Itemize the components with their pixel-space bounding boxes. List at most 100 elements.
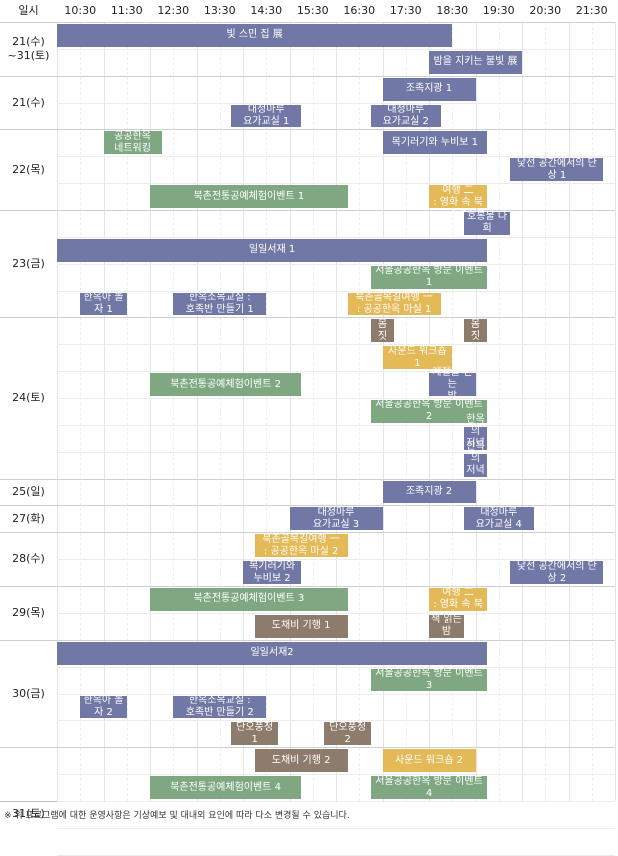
time-header: 11:30 [110, 4, 143, 17]
day-label: 27(화) [12, 511, 45, 525]
event-block[interactable]: 호롱불 다회 [463, 211, 511, 235]
row-divider [57, 102, 615, 104]
event-block[interactable]: 단오풍정 1 [231, 722, 278, 746]
event-label: 서울공공한옥 방문 이벤트 1 [375, 265, 483, 289]
event-block[interactable]: 조족지광 1 [382, 77, 476, 101]
event-label: 북촌골목길여행 一: 공공한옥 마실 2 [262, 533, 340, 557]
event-block[interactable]: 한옥아 놀자 2 [80, 695, 127, 719]
time-header: 10:30 [64, 4, 97, 17]
event-block[interactable]: 책 읽는 밤 [429, 614, 464, 638]
event-label: 도채비 기행 1 [271, 620, 331, 632]
event-block[interactable]: 대청마루 요가교실 3 [289, 506, 383, 531]
event-label: 조족지광 1 [405, 83, 453, 95]
event-block[interactable]: 서울공공한옥 방문 이벤트 2 [370, 399, 488, 423]
grid-halfcolumn-line [80, 22, 82, 801]
event-block[interactable]: 빛 스민 집 展 [57, 24, 453, 47]
row-divider [57, 800, 615, 802]
event-label: 서울공공한옥 방문 이벤트 3 [375, 668, 483, 692]
event-block[interactable]: 서울공공한옥 방문 이벤트 1 [370, 265, 488, 289]
event-block[interactable]: 북촌골목길여행 一: 공공한옥 마실 2 [254, 533, 348, 558]
event-label: 한옥소목교실 : 호족반 만들기 1 [185, 292, 254, 316]
grid-halfcolumn-line [359, 22, 361, 801]
row-divider [57, 344, 615, 346]
day-divider [0, 210, 615, 212]
event-block[interactable]: 목기러기와 누비보 1 [382, 131, 488, 155]
event-block[interactable]: 밤을 지키는 불빛 展 [429, 50, 522, 74]
event-block[interactable]: 한옥아 놀자 1 [80, 292, 127, 316]
event-block[interactable]: 대청마루 요가교실 1 [231, 104, 302, 128]
day-divider [0, 639, 615, 641]
event-block[interactable]: 서울공공한옥 방문 이벤트 4 [370, 775, 488, 799]
event-block[interactable]: 사운드 워크숍 1 [382, 345, 453, 370]
event-label: 대청마루 요가교실 3 [312, 506, 360, 530]
event-block[interactable]: 계절을 걷는 밤 [429, 367, 476, 402]
event-label: 대청마루 요가교실 4 [475, 506, 522, 530]
event-block[interactable]: 북촌전통공예체험이벤트 3 [150, 588, 348, 611]
day-label: 29(목) [12, 605, 45, 619]
row-divider [57, 559, 615, 561]
day-label: 25(일) [12, 485, 45, 499]
grid-halfcolumn-line [126, 22, 128, 801]
event-block[interactable]: 공공한옥 네트워킹 [103, 130, 162, 155]
event-block[interactable]: 대청마루 요가교실 2 [370, 104, 441, 128]
event-block[interactable]: 서울공공한옥 방문 이벤트 3 [370, 668, 488, 692]
event-block[interactable]: 도채비 기행 1 [254, 614, 348, 638]
time-header: 21:30 [575, 4, 608, 17]
event-block[interactable]: 북촌골목길여행 二: 영화 속 북촌 1 [429, 173, 488, 220]
event-label: 북촌골목길여행 二: 영화 속 북촌 1 [433, 172, 483, 220]
event-label: 북촌전통공예체험이벤트 2 [170, 378, 281, 390]
row-divider [57, 451, 615, 453]
day-divider [0, 747, 615, 749]
event-block[interactable]: 북촌골목길여행 二: 영화 속 북촌 2 [429, 575, 488, 622]
time-header: 19:30 [482, 4, 515, 17]
event-label: 책 읽는 밤 [431, 614, 462, 638]
row-divider [57, 424, 615, 426]
event-block[interactable]: 대청마루 요가교실 4 [463, 506, 534, 531]
event-block[interactable]: 목기러기와 누비보 2 [243, 561, 302, 585]
event-block[interactable]: 북촌전통공예체험이벤트 2 [150, 373, 302, 397]
event-block[interactable]: 낯선 공간에서의 단상 1 [510, 158, 604, 182]
event-label: 사운드 워크숍 1 [388, 345, 447, 369]
day-divider [0, 586, 615, 588]
event-block[interactable]: 낯선 공간에서의 단상 2 [510, 560, 604, 585]
event-block[interactable]: 사운드 워크숍 2 [382, 749, 476, 773]
event-block[interactable]: 도채비 기행 2 [254, 749, 348, 773]
schedule-grid: 일시 10:30 11:30 12:30 13:30 14:30 15:30 16:30 17:… [0, 4, 616, 856]
day-divider [0, 22, 615, 23]
grid-column-line [568, 22, 570, 801]
event-block[interactable]: 북촌골목길여행 一: 공공한옥 마실 1 [347, 292, 441, 316]
day-label: 24(토) [12, 391, 45, 405]
day-divider [0, 478, 615, 480]
event-block[interactable]: 북촌전통공예체험이벤트 1 [150, 185, 348, 209]
time-header: 12:30 [157, 4, 190, 17]
event-block[interactable]: 한옥소목교실 : 호족반 만들기 1 [173, 292, 267, 316]
row-divider [57, 666, 615, 668]
event-block[interactable]: 단오풍정 2 [324, 721, 371, 746]
grid-halfcolumn-line [545, 22, 547, 801]
event-block[interactable]: 일일서재2 [57, 641, 488, 665]
event-block[interactable]: 한옥의 저녁 2 [463, 441, 488, 488]
row-divider [57, 827, 615, 829]
event-label: 서울공공한옥 방문 이벤트 4 [375, 775, 483, 799]
event-label: 대청마루 요가교실 1 [243, 104, 290, 128]
grid-halfcolumn-line [219, 22, 221, 801]
row-divider [57, 183, 615, 185]
event-block[interactable]: 일일서재 1 [57, 238, 488, 262]
event-block[interactable]: 북촌전통공예체험이벤트 4 [150, 776, 302, 799]
row-divider [57, 398, 615, 400]
row-divider [57, 693, 615, 695]
event-label: 대청마루 요가교실 2 [382, 104, 429, 128]
event-label: 단오풍정 2 [329, 721, 367, 745]
grid-column-line [243, 22, 244, 801]
event-label: 낯선 공간에서의 단상 2 [516, 560, 597, 584]
event-block[interactable]: 조족지광 2 [382, 480, 476, 504]
time-header: 20:30 [529, 4, 562, 17]
event-block[interactable]: 한옥소목교실 : 호족반 만들기 2 [173, 695, 267, 719]
event-label: 공공한옥 네트워킹 [114, 130, 151, 154]
day-label: 23(금) [12, 256, 45, 270]
event-label: 일일서재2 [250, 647, 294, 659]
